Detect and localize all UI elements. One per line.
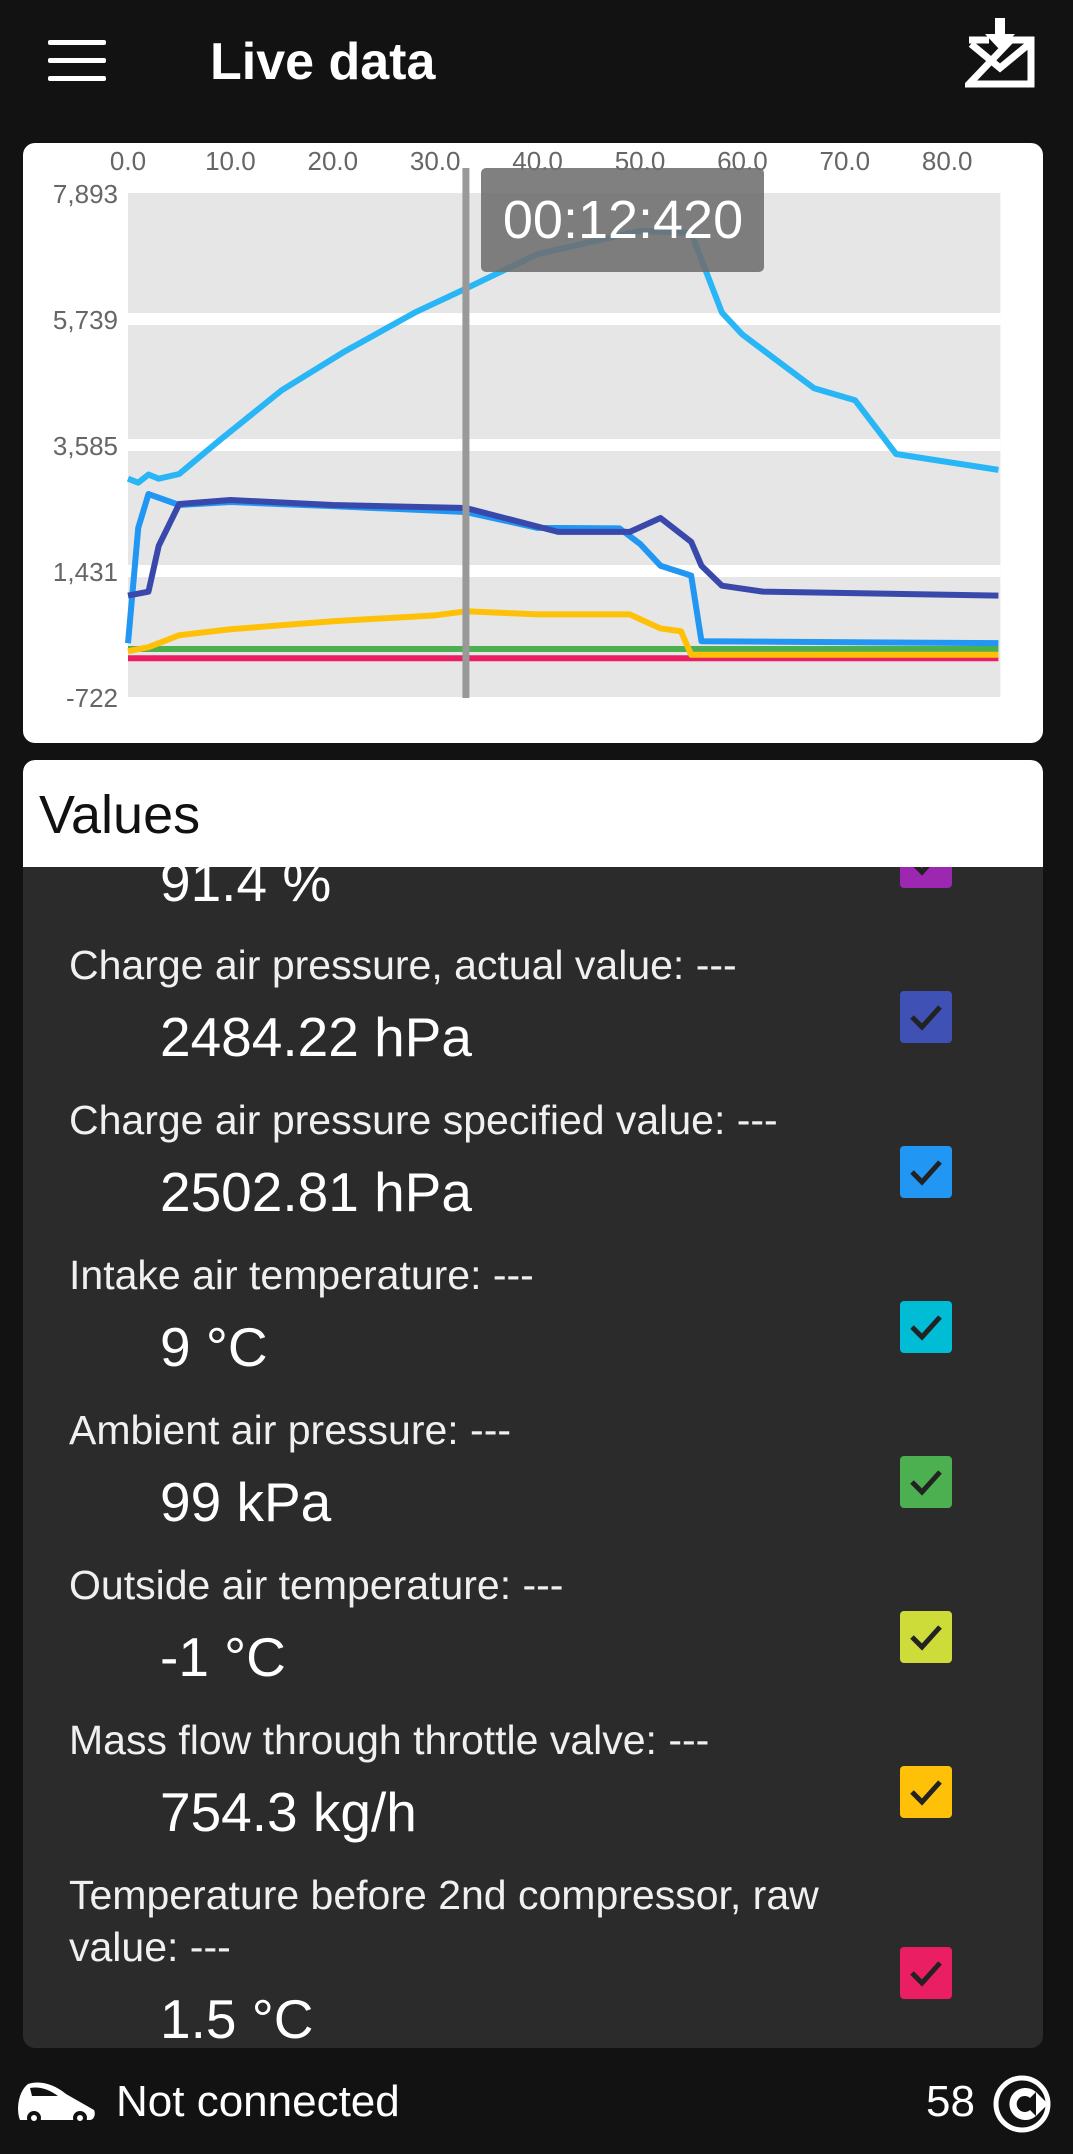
y-tick-label: 1,431 [53, 557, 118, 587]
coin-icon[interactable] [992, 2074, 1052, 2134]
series-checkbox[interactable] [900, 1145, 952, 1198]
value-label: Ambient air pressure: --- [69, 1407, 512, 1453]
check-icon [910, 1960, 942, 1987]
list-item: Ambient air pressure: --- 99 kPa [23, 1404, 1043, 1559]
x-tick-label: 70.0 [819, 146, 870, 176]
download-icon[interactable] [960, 18, 1035, 88]
series-checkbox[interactable] [900, 867, 952, 888]
grid-line [128, 565, 1001, 578]
grid-line [128, 439, 1001, 452]
value-label: Charge air pressure specified value: --- [69, 1097, 778, 1143]
value-label: Charge air pressure, actual value: --- [69, 942, 737, 988]
value-reading: 2502.81 hPa [160, 1161, 472, 1223]
list-item: Intake air temperature: --- 9 °C [23, 1249, 1043, 1404]
value-reading: 754.3 kg/h [160, 1781, 417, 1843]
list-item: Charge air pressure, actual value: --- 24… [23, 939, 1043, 1094]
list-item: Temperature before 2nd compressor, raw v… [23, 1869, 1043, 2048]
series-checkbox[interactable] [900, 1455, 952, 1508]
check-icon [913, 867, 930, 876]
x-tick-label: 0.0 [110, 146, 146, 176]
series-checkbox[interactable] [900, 1300, 952, 1353]
coin-count: 58 [926, 2077, 975, 2126]
values-panel: Values 91.4 % Charge air pressure, actual… [23, 760, 1043, 2048]
check-icon [910, 1159, 942, 1186]
check-icon [910, 1779, 942, 1806]
page-title: Live data [210, 33, 436, 91]
list-item: Mass flow through throttle valve: --- 754… [23, 1714, 1043, 1869]
y-tick-label: 5,739 [53, 305, 118, 335]
value-reading: 99 kPa [160, 1471, 332, 1533]
x-tick-label: 30.0 [410, 146, 461, 176]
list-item: 91.4 % [23, 867, 1043, 939]
car-icon [18, 2082, 95, 2125]
value-reading: 1.5 °C [160, 1988, 314, 2048]
check-icon [910, 1624, 942, 1651]
series-checkbox[interactable] [900, 1610, 952, 1663]
values-list[interactable]: 91.4 % Charge air pressure, actual value:… [23, 867, 1043, 2048]
list-item: Outside air temperature: --- -1 °C [23, 1559, 1043, 1714]
check-icon [910, 1004, 942, 1031]
cursor-tooltip [481, 168, 764, 272]
y-tick-label: 3,585 [53, 431, 118, 461]
value-label: Outside air temperature: --- [69, 1562, 564, 1608]
value-label: Mass flow through throttle valve: --- [69, 1717, 710, 1763]
top-app-bar: Live data [0, 0, 1073, 130]
status-bar: Not connected 58 [0, 2050, 1073, 2154]
value-reading: 91.4 % [160, 867, 332, 913]
list-item: Charge air pressure specified value: ---… [23, 1094, 1043, 1249]
y-tick-label: 7,893 [53, 179, 118, 209]
check-icon [910, 1469, 942, 1496]
check-icon [910, 1314, 942, 1341]
series-line [127, 497, 999, 599]
value-reading: 2484.22 hPa [160, 1006, 472, 1068]
cursor-time-label: 00:12:420 [503, 190, 743, 250]
x-tick-label: 80.0 [922, 146, 973, 176]
hamburger-menu-icon[interactable] [48, 40, 106, 82]
value-reading: 9 °C [160, 1316, 268, 1378]
values-title: Values [23, 760, 1043, 867]
x-tick-label: 20.0 [307, 146, 358, 176]
series-checkbox[interactable] [900, 990, 952, 1043]
x-tick-label: 10.0 [205, 146, 256, 176]
value-reading: -1 °C [160, 1626, 286, 1688]
connection-status: Not connected [116, 2077, 400, 2126]
series-checkbox[interactable] [900, 1765, 952, 1818]
value-label: Temperature before 2nd compressor, raw v… [69, 1872, 819, 1970]
y-tick-label: -722 [66, 683, 118, 713]
grid-line [128, 313, 1001, 326]
series-checkbox[interactable] [900, 1946, 952, 1999]
live-data-chart[interactable]: 7,893 5,739 3,585 1,431 -722 0.0 10.0 20.0 30.0 4… [23, 143, 1043, 743]
value-label: Intake air temperature: --- [69, 1252, 534, 1298]
